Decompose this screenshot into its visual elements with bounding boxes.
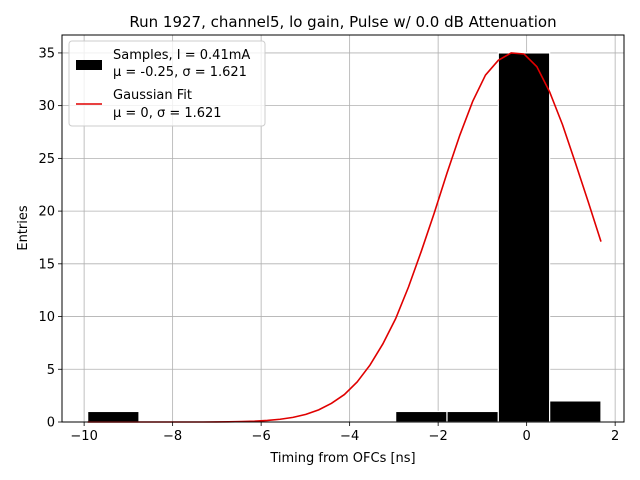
y-ticks: 0 5 10 15 20 25 30 35 — [38, 46, 62, 431]
chart-title: Run 1927, channel5, lo gain, Pulse w/ 0.… — [129, 13, 556, 31]
y-tick-label: 25 — [38, 152, 55, 167]
histogram-bar — [87, 410, 140, 423]
y-tick-label: 30 — [38, 99, 55, 114]
x-tick-label: −2 — [429, 429, 448, 444]
histogram-bar — [395, 410, 448, 423]
x-tick-label: −6 — [252, 429, 271, 444]
histogram-bars — [87, 52, 602, 423]
x-tick-label: −8 — [163, 429, 182, 444]
y-tick-label: 0 — [47, 416, 55, 431]
legend-box — [68, 40, 266, 127]
histogram-bar — [497, 52, 551, 423]
histogram-bar — [446, 410, 499, 423]
legend-label-fit: Gaussian Fit — [113, 88, 192, 103]
x-tick-label: −4 — [340, 429, 359, 444]
axes-frame — [61, 34, 625, 423]
legend-stats-samples: μ = -0.25, σ = 1.621 — [113, 65, 247, 80]
y-tick-label: 10 — [38, 310, 55, 325]
y-axis-label: Entries — [16, 205, 31, 251]
histogram-bar — [549, 400, 602, 423]
x-axis-label: Timing from OFCs [ns] — [269, 451, 415, 466]
x-tick-label: 2 — [611, 429, 619, 444]
legend: Samples, I = 0.41mA μ = -0.25, σ = 1.621… — [68, 40, 266, 127]
y-tick-label: 5 — [47, 363, 55, 378]
x-tick-label: −10 — [70, 429, 97, 444]
y-tick-label: 15 — [38, 257, 55, 272]
legend-swatch-samples — [76, 60, 102, 70]
legend-stats-fit: μ = 0, σ = 1.621 — [113, 106, 222, 121]
y-tick-label: 35 — [38, 46, 55, 61]
y-tick-label: 20 — [38, 205, 55, 220]
legend-label-samples: Samples, I = 0.41mA — [113, 48, 250, 63]
x-ticks: −10 −8 −6 −4 −2 0 2 — [70, 422, 619, 444]
x-tick-label: 0 — [523, 429, 531, 444]
